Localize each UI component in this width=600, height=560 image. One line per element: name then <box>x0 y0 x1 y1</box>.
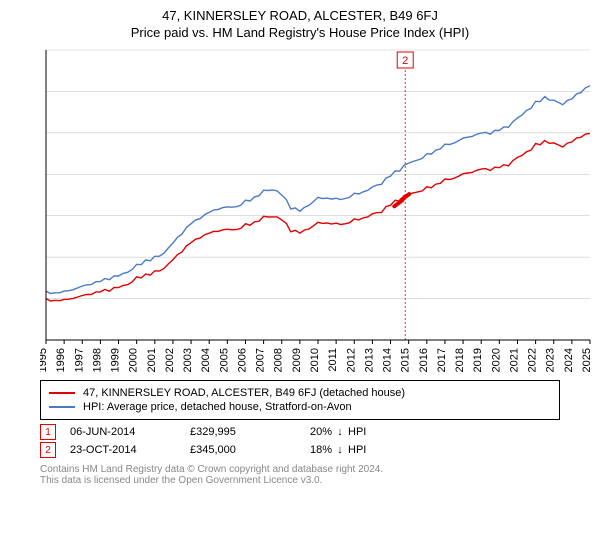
sale-date-1: 06-JUN-2014 <box>70 426 190 438</box>
svg-text:1995: 1995 <box>40 348 49 372</box>
footer-line-1: Contains HM Land Registry data © Crown c… <box>40 464 560 475</box>
legend-label-hpi: HPI: Average price, detached house, Stra… <box>83 401 352 413</box>
legend-row-property: 47, KINNERSLEY ROAD, ALCESTER, B49 6FJ (… <box>49 387 551 399</box>
svg-text:2: 2 <box>402 55 408 67</box>
arrow-down-icon: ↓ <box>332 426 348 438</box>
footer-text: Contains HM Land Registry data © Crown c… <box>40 464 560 486</box>
legend-swatch-property <box>49 392 75 394</box>
svg-text:1996: 1996 <box>55 348 67 372</box>
svg-text:2003: 2003 <box>182 348 194 372</box>
svg-text:2022: 2022 <box>527 348 539 372</box>
chart-title: 47, KINNERSLEY ROAD, ALCESTER, B49 6FJ <box>0 0 600 23</box>
svg-text:2020: 2020 <box>490 348 502 372</box>
sale-pct-1: 20% <box>290 426 332 438</box>
svg-text:2010: 2010 <box>309 348 321 372</box>
legend-swatch-hpi <box>49 406 75 408</box>
svg-text:2008: 2008 <box>273 348 285 372</box>
svg-text:2000: 2000 <box>128 348 140 372</box>
svg-text:2016: 2016 <box>418 348 430 372</box>
svg-text:2024: 2024 <box>563 348 575 372</box>
svg-text:2005: 2005 <box>218 348 230 372</box>
footer-line-2: This data is licensed under the Open Gov… <box>40 475 560 486</box>
svg-text:2023: 2023 <box>545 348 557 372</box>
sale-date-2: 23-OCT-2014 <box>70 444 190 456</box>
sale-price-1: £329,995 <box>190 426 290 438</box>
chart-subtitle: Price paid vs. HM Land Registry's House … <box>0 23 600 44</box>
sale-price-2: £345,000 <box>190 444 290 456</box>
svg-text:2025: 2025 <box>581 348 593 372</box>
svg-text:2014: 2014 <box>382 348 394 372</box>
legend-row-hpi: HPI: Average price, detached house, Stra… <box>49 401 551 413</box>
svg-text:1998: 1998 <box>91 348 103 372</box>
svg-text:2004: 2004 <box>200 348 212 372</box>
svg-text:2015: 2015 <box>400 348 412 372</box>
svg-text:2006: 2006 <box>236 348 248 372</box>
chart-svg: £0£100K£200K£300K£400K£500K£600K£700K219… <box>40 44 600 374</box>
chart-container: 47, KINNERSLEY ROAD, ALCESTER, B49 6FJ P… <box>0 0 600 560</box>
sale-marker-1: 1 <box>40 424 56 440</box>
legend: 47, KINNERSLEY ROAD, ALCESTER, B49 6FJ (… <box>40 380 560 420</box>
sale-vs-1: HPI <box>348 426 366 438</box>
arrow-down-icon: ↓ <box>332 444 348 456</box>
svg-text:2011: 2011 <box>327 348 339 372</box>
svg-text:2009: 2009 <box>291 348 303 372</box>
svg-text:2019: 2019 <box>472 348 484 372</box>
chart-area: £0£100K£200K£300K£400K£500K£600K£700K219… <box>40 44 600 374</box>
svg-text:2017: 2017 <box>436 348 448 372</box>
sale-row-1: 1 06-JUN-2014 £329,995 20% ↓ HPI <box>40 424 560 440</box>
svg-text:2012: 2012 <box>345 348 357 372</box>
svg-text:2021: 2021 <box>508 348 520 372</box>
sale-pct-2: 18% <box>290 444 332 456</box>
sale-vs-2: HPI <box>348 444 366 456</box>
svg-text:1999: 1999 <box>110 348 122 372</box>
sale-marker-2: 2 <box>40 442 56 458</box>
svg-text:2002: 2002 <box>164 348 176 372</box>
sale-row-2: 2 23-OCT-2014 £345,000 18% ↓ HPI <box>40 442 560 458</box>
legend-label-property: 47, KINNERSLEY ROAD, ALCESTER, B49 6FJ (… <box>83 387 405 399</box>
svg-text:2007: 2007 <box>255 348 267 372</box>
svg-text:2001: 2001 <box>146 348 158 372</box>
svg-text:2018: 2018 <box>454 348 466 372</box>
svg-text:2013: 2013 <box>363 348 375 372</box>
svg-text:1997: 1997 <box>73 348 85 372</box>
